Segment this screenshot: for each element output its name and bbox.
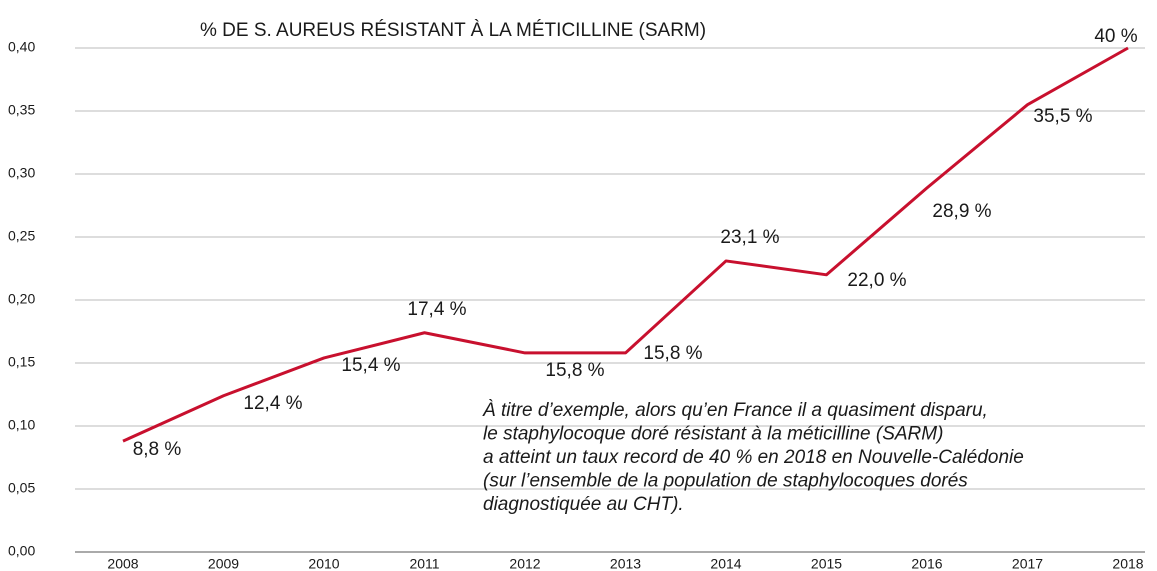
data-label: 15,4 % [341,355,400,376]
data-label: 12,4 % [243,393,302,414]
x-tick-label: 2013 [610,556,641,571]
annotation: diagnostiquée au CHT). [483,494,684,515]
annotation: le staphylocoque doré résistant à la mét… [483,424,943,445]
data-label: 23,1 % [720,227,779,248]
x-tick-label: 2016 [911,556,942,571]
data-line [122,46,1129,443]
x-tick-label: 2014 [710,556,741,571]
y-tick-label: 0,20 [8,291,35,307]
data-label: 8,8 % [133,439,182,460]
annotation: (sur l’ensemble de la population de stap… [483,471,968,492]
data-label: 35,5 % [1033,106,1092,127]
annotation: a atteint un taux record de 40 % en 2018… [483,447,1024,468]
x-tick-label: 2017 [1012,556,1043,571]
data-label: 22,0 % [847,270,906,291]
x-tick-label: 2010 [308,556,339,571]
x-tick-label: 2018 [1112,556,1143,571]
y-tick-label: 0,40 [8,39,35,55]
y-tick-label: 0,05 [8,480,35,496]
chart-title: % DE S. AUREUS RÉSISTANT À LA MÉTICILLIN… [200,20,706,41]
data-label: 15,8 % [545,360,604,381]
y-tick-label: 0,10 [8,417,35,433]
data-label: 17,4 % [407,299,466,320]
x-tick-label: 2008 [107,556,138,571]
x-tick-label: 2012 [509,556,540,571]
x-tick-label: 2011 [409,556,439,571]
y-tick-label: 0,30 [8,165,35,181]
data-label: 28,9 % [932,201,991,222]
y-tick-label: 0,00 [8,543,35,559]
x-tick-label: 2009 [208,556,239,571]
y-tick-label: 0,25 [8,228,35,244]
data-label: 40 % [1094,26,1137,47]
y-tick-label: 0,15 [8,354,35,370]
data-label: 15,8 % [643,343,702,364]
annotation: À titre d’exemple, alors qu’en France il… [482,400,988,421]
y-tick-label: 0,35 [8,102,35,118]
x-tick-label: 2015 [811,556,842,571]
